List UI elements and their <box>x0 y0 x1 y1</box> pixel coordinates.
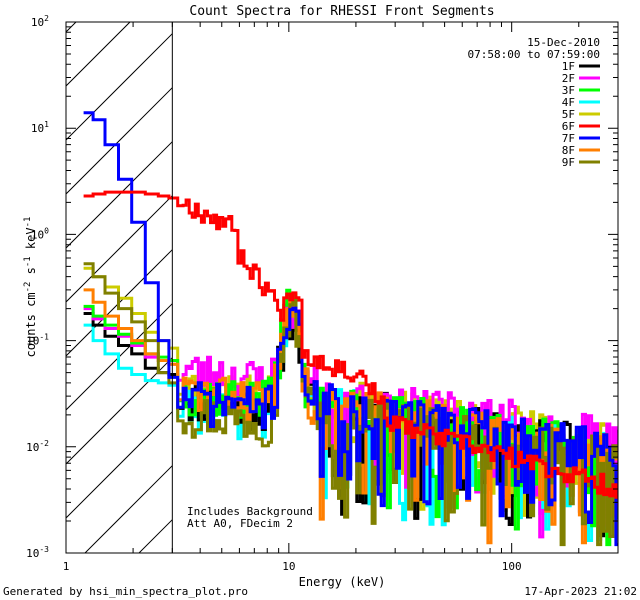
legend-label-6f: 6F <box>562 120 575 133</box>
series-layer <box>83 111 618 547</box>
series-line-2f <box>83 293 618 539</box>
x-tick-label: 1 <box>63 560 70 573</box>
y-tick-label: 100 <box>31 226 49 241</box>
annotation-background: Includes Background <box>187 505 313 518</box>
series-line-6f <box>83 190 618 499</box>
x-tick-label: 100 <box>502 560 522 573</box>
legend-label-1f: 1F <box>562 60 575 73</box>
legend-label-7f: 7F <box>562 132 575 145</box>
legend-label-5f: 5F <box>562 108 575 121</box>
chart-title: Count Spectra for RHESSI Front Segments <box>189 4 494 19</box>
axis-ticks <box>65 21 619 554</box>
legend-label-9f: 9F <box>562 156 575 169</box>
legend-label-8f: 8F <box>562 144 575 157</box>
x-axis-label: Energy (keV) <box>299 575 386 589</box>
plot-frame <box>65 21 619 554</box>
annotation-attenuator: Att A0, FDecim 2 <box>187 517 293 530</box>
y-tick-label: 102 <box>31 14 49 29</box>
time-range-label: 07:58:00 to 07:59:00 <box>468 48 600 61</box>
y-tick-label: 101 <box>31 120 49 135</box>
footer-timestamp: 17-Apr-2023 21:02 <box>524 585 637 598</box>
footer-generated-by: Generated by hsi_min_spectra_plot.pro <box>3 585 248 598</box>
y-tick-label: 10-3 <box>26 545 49 560</box>
y-tick-label: 10-1 <box>26 333 49 348</box>
legend-label-4f: 4F <box>562 96 575 109</box>
legend-label-3f: 3F <box>562 84 575 97</box>
series-line-7f <box>83 111 618 547</box>
y-axis-label: counts cm-2 s-1 keV-1 <box>23 217 38 358</box>
y-tick-label: 10-2 <box>26 439 49 454</box>
legend-label-2f: 2F <box>562 72 575 85</box>
date-label: 15-Dec-2010 <box>527 36 600 49</box>
axes: 1 10 100 10-3 10-2 10-1 100 101 102 <box>26 14 619 573</box>
x-tick-label: 10 <box>282 560 295 573</box>
